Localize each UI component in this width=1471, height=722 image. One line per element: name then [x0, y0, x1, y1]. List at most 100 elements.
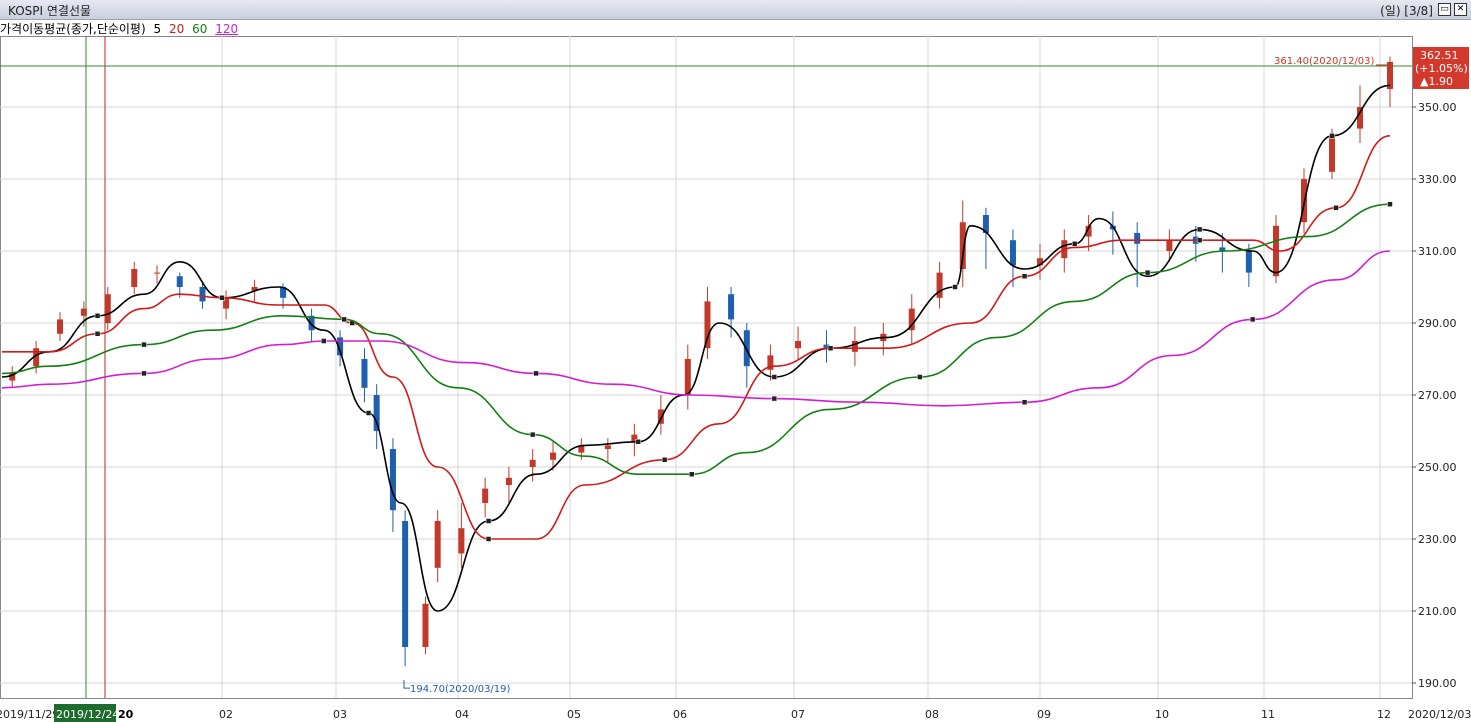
price-chart[interactable]: 350.00 330.00 310.00 290.00 270.00 250.00 230.… [0, 36, 1471, 722]
ma-marker [94, 313, 101, 319]
candle-body [1037, 258, 1043, 266]
plot-frame [0, 36, 1413, 699]
candle-body [131, 269, 138, 287]
candle-body [199, 287, 206, 302]
candle-body [851, 341, 858, 352]
candle-body [9, 373, 16, 381]
ma-marker [321, 338, 327, 344]
legend-period-60: 60 [192, 22, 208, 36]
ma-marker [1329, 133, 1335, 139]
candle-body [337, 337, 344, 356]
ma-marker [219, 295, 225, 301]
ma-line-60 [1, 203, 1391, 476]
candle-body [657, 409, 664, 424]
x-tick-label: 02 [219, 708, 233, 721]
candle-body [33, 348, 40, 367]
y-tick-label: 310.00 [1418, 245, 1457, 258]
candle-body [176, 276, 183, 287]
ma-marker [771, 374, 778, 380]
candle-body [550, 452, 557, 460]
candle-body [908, 308, 915, 331]
candle-body [631, 434, 638, 442]
last-price-box [1413, 47, 1469, 89]
y-tick-label: 290.00 [1418, 317, 1457, 330]
candle-body [57, 319, 63, 334]
change-percent: (+1.05%) [1415, 62, 1468, 75]
candle-body [104, 294, 111, 323]
cursor-date-label: 2019/12/24 [56, 708, 119, 721]
change-value: ▲1.90 [1420, 75, 1453, 88]
low-pointer [403, 680, 410, 689]
candle-body [728, 294, 735, 320]
candle-body [373, 395, 380, 431]
candle-body [604, 445, 611, 449]
x-tick-label: 07 [791, 708, 805, 721]
low-price-annotation: 194.70(2020/03/19) [410, 684, 511, 695]
candle-body [1085, 225, 1092, 237]
ma-marker [1071, 241, 1078, 247]
ma-marker [1333, 205, 1339, 211]
candle-body [1166, 240, 1173, 251]
ma-marker [917, 374, 923, 380]
chart-position-label: (일) [3/8] [1380, 4, 1433, 18]
ma-marker [771, 395, 778, 402]
x-tick-label: 04 [455, 708, 469, 721]
candle-body [402, 521, 409, 647]
ma-line-120 [1, 250, 1391, 407]
candle-body [505, 477, 512, 485]
ma-marker [529, 431, 536, 438]
candle-body [1219, 247, 1226, 251]
candle-body [361, 359, 368, 388]
candle-body [767, 355, 774, 370]
legend-period-20: 20 [168, 22, 185, 36]
candle-body [1009, 240, 1016, 266]
window-titlebar: KOSPI 연결선물 (일) [3/8] ▭ ✕ [0, 0, 1471, 20]
candle-body [982, 215, 989, 233]
candle-body [959, 222, 966, 269]
ma-marker [1196, 226, 1203, 233]
ma-line-5 [1, 84, 1391, 612]
x-tick-label: 11 [1261, 708, 1275, 721]
y-tick-label: 270.00 [1418, 389, 1457, 402]
x-tick-label: 10 [1155, 708, 1169, 721]
candle-body [422, 603, 429, 647]
ma-marker [485, 518, 492, 524]
candle-body [389, 449, 396, 511]
y-tick-label: 250.00 [1418, 461, 1457, 474]
ma-marker [635, 439, 641, 445]
ma-marker [341, 316, 347, 323]
candle-body [1245, 251, 1252, 273]
y-tick-label: 350.00 [1418, 101, 1457, 114]
candle-body [795, 341, 802, 349]
ma-marker [661, 457, 668, 463]
maximize-icon[interactable]: ▭ [1438, 3, 1451, 16]
x-tick-label: 20 [118, 708, 134, 721]
cursor-date-box [54, 704, 116, 722]
ma-line-20 [1, 135, 1391, 540]
candle-body [458, 528, 465, 554]
ma-marker [485, 536, 492, 542]
annotations: 361.40(2020/12/03) 194.70(2020/03/19) 362.… [403, 47, 1469, 695]
ma-marker [365, 410, 372, 416]
candle-body [704, 301, 711, 349]
indicator-legend[interactable]: 가격이동평균(종가,단순이평) 5 20 60 120 [0, 20, 242, 36]
moving-average-lines [1, 84, 1393, 612]
y-tick-label: 210.00 [1418, 605, 1457, 618]
x-tick-label: 06 [673, 708, 687, 721]
last-price: 362.51 [1420, 49, 1459, 62]
candle-body [251, 287, 258, 291]
candle-body [308, 315, 315, 331]
candle-body [684, 359, 691, 395]
candle-body [1357, 107, 1363, 129]
close-icon[interactable]: ✕ [1454, 3, 1467, 16]
x-tick-label: 2019/11/29 [0, 708, 59, 721]
ma-marker [1249, 316, 1256, 323]
window-title: KOSPI 연결선물 [8, 4, 92, 18]
legend-period-120: 120 [215, 22, 239, 36]
ma-marker [1144, 269, 1151, 276]
ma-marker [533, 370, 539, 377]
candle-body [434, 521, 441, 568]
candle-body [1329, 135, 1335, 172]
candle-body [154, 272, 160, 274]
y-tick-label: 190.00 [1418, 677, 1457, 690]
